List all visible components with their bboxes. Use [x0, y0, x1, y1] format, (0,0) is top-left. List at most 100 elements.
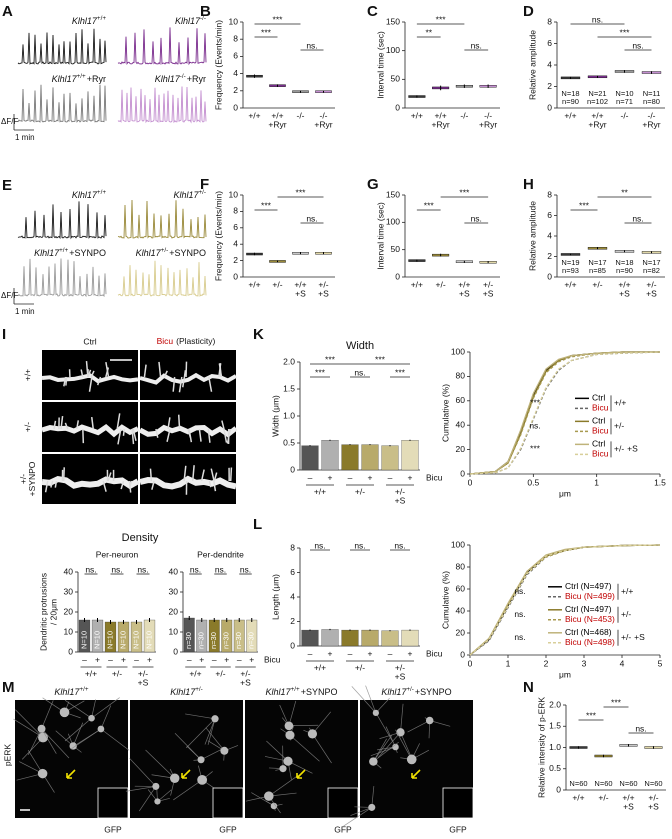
- spine: [102, 480, 107, 492]
- y-tick-label: 40: [169, 566, 179, 576]
- x-tick-label: +Ryr: [432, 119, 450, 129]
- significance-label: ***: [273, 14, 284, 24]
- panel-letter: M: [2, 679, 15, 696]
- group-part: +/-: [621, 609, 631, 619]
- x-tick-label: +: [95, 654, 100, 664]
- y-tick-label: 1.5: [283, 383, 295, 393]
- calcium-trace: [17, 28, 107, 65]
- y-tick-label: 0.5: [283, 437, 295, 447]
- y-tick-label: 0: [68, 646, 73, 656]
- x-tick-label: +/-: [646, 279, 656, 289]
- y-tick-label: 0: [460, 649, 465, 659]
- inset-label: GFP: [104, 824, 122, 834]
- neurite: [186, 718, 216, 749]
- spine: [54, 480, 58, 488]
- group-label: +S: [395, 495, 406, 505]
- calcium-trace: [117, 27, 207, 66]
- spine: [218, 363, 222, 378]
- x-tick-label: +S: [483, 288, 494, 298]
- x-tick-label: +Ryr: [588, 119, 606, 129]
- group-label: +/- +S: [614, 444, 638, 454]
- sample-size: N=60: [594, 779, 612, 788]
- y-tick-label: 40: [456, 605, 466, 615]
- cumulative-line: [469, 351, 661, 475]
- legend-label: Bicu: [592, 426, 609, 436]
- neuron: [220, 746, 229, 755]
- scale-label: ΔF/F: [1, 291, 18, 300]
- sample-size: n=30: [209, 632, 218, 649]
- significance-label: ***: [530, 398, 541, 408]
- neuron: [59, 707, 70, 718]
- x-tick-label: -/-: [460, 110, 468, 120]
- x-tick-label: –: [308, 648, 313, 658]
- neuron: [279, 765, 287, 773]
- spine: [53, 420, 57, 430]
- y-tick-label: 0: [290, 640, 295, 650]
- bar: [321, 629, 339, 647]
- group-label: +/-: [395, 486, 405, 496]
- inset: [327, 787, 359, 819]
- y-tick-label: 0: [395, 102, 400, 112]
- y-tick-label: 80: [456, 561, 466, 571]
- spine: [107, 472, 112, 482]
- panel-letter: C: [367, 3, 378, 20]
- group-label: +/-: [355, 662, 365, 672]
- neuron: [283, 756, 293, 766]
- significance-label: ns.: [190, 564, 201, 574]
- x-tick-label: +/+: [248, 110, 260, 120]
- y-tick-label: 1.5: [549, 721, 561, 731]
- spine: [90, 416, 94, 430]
- x-tick-label: +: [408, 648, 413, 658]
- neuron: [197, 774, 208, 785]
- neuron: [307, 729, 318, 739]
- neurite: [312, 711, 332, 735]
- significance-label: ***: [296, 187, 307, 197]
- panel-letter: B: [200, 3, 211, 20]
- bar: [381, 630, 399, 647]
- x-tick-label: +S: [295, 288, 306, 298]
- genotype: +/+: [291, 686, 300, 693]
- x-tick-label: +: [147, 654, 152, 664]
- gene-name: Klhl17: [175, 16, 201, 26]
- spine: [149, 468, 153, 482]
- y-tick-label: 10: [229, 189, 239, 199]
- spine: [132, 428, 137, 441]
- spine: [62, 467, 65, 482]
- dendrite: [139, 372, 237, 385]
- gene-name: Klhl17: [155, 74, 181, 84]
- genotype-label: Klhl17+/-+SYNPO: [136, 247, 206, 258]
- y-tick-label: 0: [173, 646, 178, 656]
- genotype-label: Klhl17+/++SYNPO: [266, 686, 338, 697]
- dendrite: [139, 475, 237, 490]
- factor-label: Bicu: [264, 654, 281, 664]
- neurite: [377, 732, 401, 758]
- gene-name: Klhl17: [170, 687, 196, 697]
- significance-label: ns.: [514, 632, 525, 642]
- x-tick-label: +Ryr: [479, 119, 497, 129]
- significance-label: ns.: [635, 723, 646, 733]
- neuron: [154, 798, 161, 805]
- y-tick-label: 8: [233, 33, 238, 43]
- significance-label: ns.: [215, 564, 226, 574]
- neuron: [369, 757, 378, 766]
- legend-label: Bicu (N=498): [565, 637, 615, 647]
- y-tick-label: 1.0: [549, 742, 561, 752]
- spine: [198, 428, 202, 442]
- x-tick-label: -/-: [484, 110, 492, 120]
- y-tick-label: 30: [169, 586, 179, 596]
- neurite: [343, 807, 372, 827]
- neurite: [21, 737, 44, 760]
- neuron: [396, 728, 405, 737]
- y-tick-label: 100: [451, 346, 465, 356]
- y-tick-label: 0: [290, 464, 295, 474]
- sample-size: n=80: [643, 97, 660, 106]
- group-label: +S: [395, 671, 406, 681]
- x-tick-label: +: [368, 648, 373, 658]
- neuron: [170, 773, 180, 783]
- gene-name: Klhl17: [266, 687, 292, 697]
- neurite: [371, 786, 375, 808]
- x-tick-label: –: [187, 654, 192, 664]
- spine: [128, 480, 132, 493]
- significance-label: ns.: [354, 540, 365, 550]
- neurite: [41, 700, 54, 729]
